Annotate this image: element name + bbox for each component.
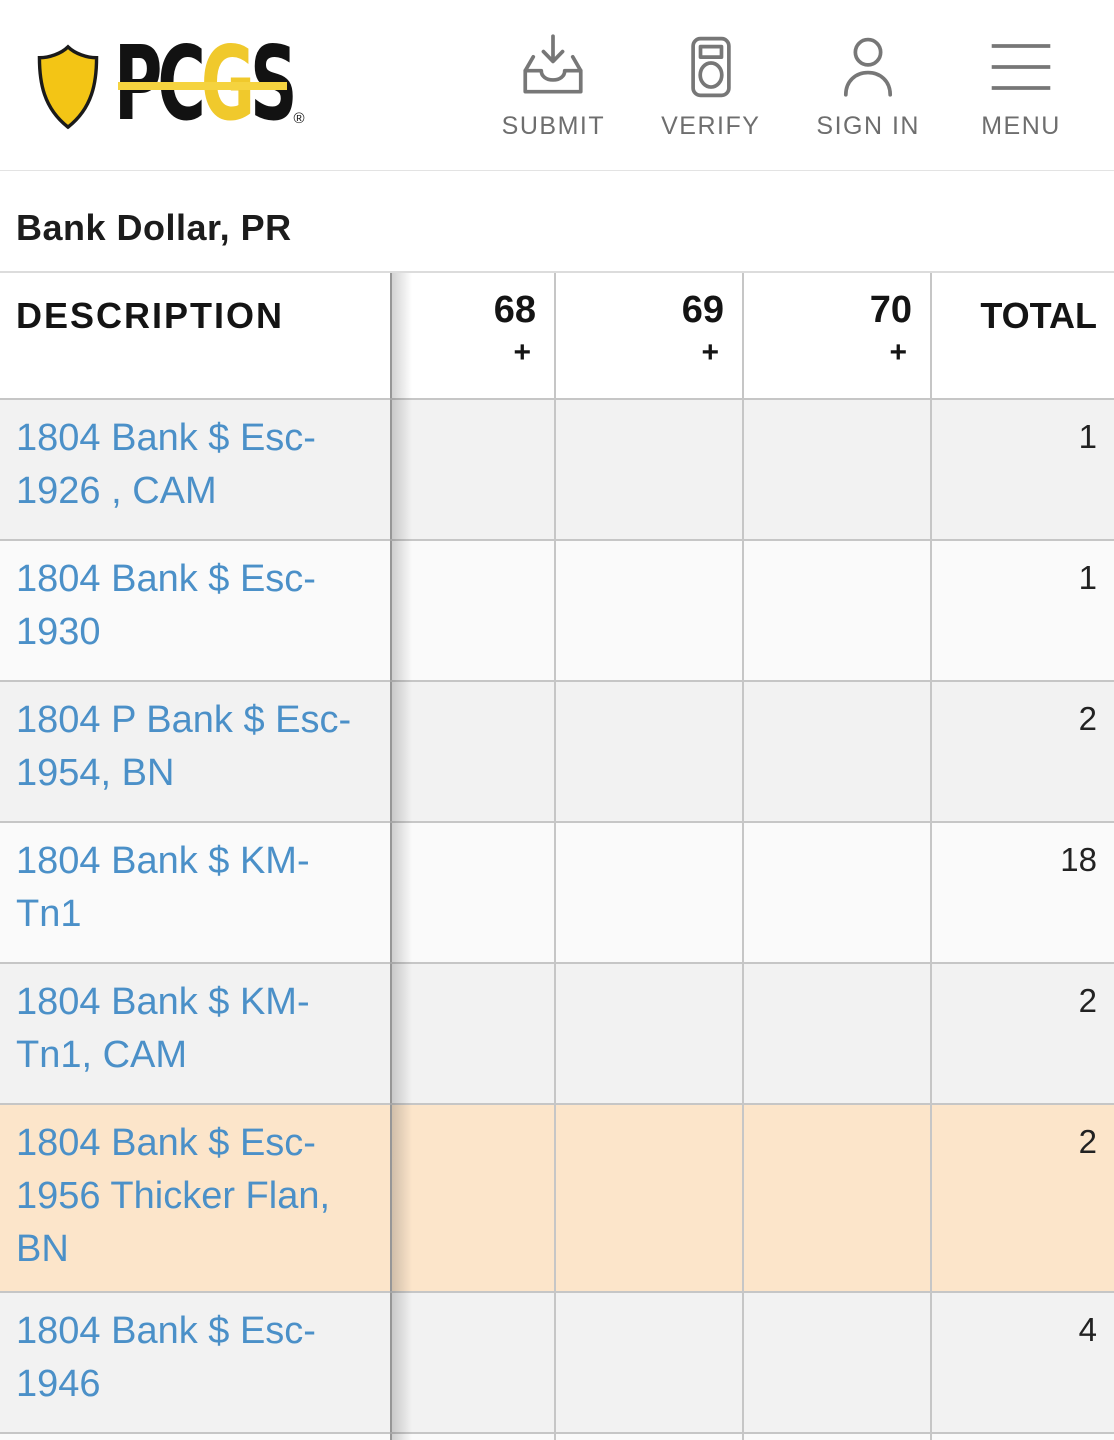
nav-item-sign-in[interactable]: SIGN IN: [816, 30, 920, 141]
grade-70-cell: [742, 1105, 930, 1291]
total-cell: 18: [930, 823, 1114, 962]
plus-grade-indicator: +: [513, 336, 531, 369]
coin-description-link[interactable]: 1804 Bank $ KM-Tn1, CAM: [16, 981, 310, 1076]
grade-69-cell: [554, 1105, 742, 1291]
coin-description-link[interactable]: 1804 Bank $ Esc-1930: [16, 558, 316, 653]
coin-description-link[interactable]: 1804 Bank $ Esc-1946: [16, 1310, 316, 1405]
title-block: Bank Dollar, PR: [0, 171, 1114, 271]
column-header-total: TOTAL: [930, 273, 1114, 398]
grade-68-cell: [390, 541, 554, 680]
grade-69-cell: [554, 964, 742, 1103]
nav-label-menu: MENU: [981, 111, 1061, 140]
table-row: 1804 Bank $ Esc-1946 4: [0, 1291, 1114, 1432]
grade-68-cell: [390, 964, 554, 1103]
table-row: 1804 Bank $ KM-Tn1 18: [0, 821, 1114, 962]
grade-70-cell: [742, 823, 930, 962]
coin-description-link[interactable]: 1804 Bank $ Esc-1926 , CAM: [16, 417, 316, 512]
grade-69-cell: [554, 541, 742, 680]
column-header-grade-70: 70 +: [742, 273, 930, 398]
total-cell: 2: [930, 1105, 1114, 1291]
nav-item-menu[interactable]: MENU: [976, 30, 1066, 141]
user-icon: [831, 30, 905, 104]
grade-69-cell: [554, 1293, 742, 1432]
column-header-grade-68: 68 +: [390, 273, 554, 398]
nav-item-verify[interactable]: VERIFY: [661, 30, 760, 141]
submit-inbox-icon: [516, 30, 590, 104]
grade-69-cell: [554, 400, 742, 539]
grade-68-cell: [390, 1105, 554, 1291]
verify-slab-icon: [674, 30, 748, 104]
plus-grade-indicator: +: [701, 336, 719, 369]
table-row-partial: [0, 1432, 1114, 1440]
grade-70-cell: [742, 541, 930, 680]
total-cell: 2: [930, 682, 1114, 821]
registered-trademark: ®: [293, 110, 305, 127]
nav-label-verify: VERIFY: [661, 111, 761, 140]
coin-description-link[interactable]: 1804 Bank $ KM-Tn1: [16, 840, 310, 935]
coin-description-link[interactable]: 1804 P Bank $ Esc-1954, BN: [16, 699, 352, 794]
grade-70-cell: [742, 1293, 930, 1432]
table-row: 1804 Bank $ KM-Tn1, CAM 2: [0, 962, 1114, 1103]
grade-70-cell: [742, 400, 930, 539]
population-table[interactable]: DESCRIPTION 68 + 69 + 70 + TOTAL 1804 Ba…: [0, 271, 1114, 1440]
nav-label-sign-in: SIGN IN: [816, 111, 920, 140]
table-row: 1804 Bank $ Esc-1926 , CAM 1: [0, 398, 1114, 539]
pcgs-wordmark: PCGS ®: [114, 24, 305, 144]
grade-68-cell: [390, 823, 554, 962]
grade-70-cell: [742, 682, 930, 821]
nav-items: SUBMIT VERIFY SIGN IN: [502, 30, 1066, 141]
total-cell: 4: [930, 1293, 1114, 1432]
grade-68-cell: [390, 1293, 554, 1432]
total-cell: 1: [930, 400, 1114, 539]
pcgs-logo[interactable]: PCGS ®: [34, 24, 305, 144]
grade-68-cell: [390, 400, 554, 539]
grade-70-cell: [742, 964, 930, 1103]
top-navigation-bar: PCGS ® SUBMIT VERI: [0, 0, 1114, 171]
table-row: 1804 Bank $ Esc-1930 1: [0, 539, 1114, 680]
column-header-grade-69: 69 +: [554, 273, 742, 398]
hamburger-menu-icon: [984, 30, 1058, 104]
plus-grade-indicator: +: [889, 336, 907, 369]
page-title: Bank Dollar, PR: [16, 207, 292, 248]
grade-69-cell: [554, 823, 742, 962]
column-header-description: DESCRIPTION: [16, 295, 285, 336]
grade-68-cell: [390, 682, 554, 821]
nav-label-submit: SUBMIT: [501, 111, 606, 140]
total-cell: 1: [930, 541, 1114, 680]
total-cell: 2: [930, 964, 1114, 1103]
logo-yellow-stripe: [118, 82, 287, 90]
grade-69-cell: [554, 682, 742, 821]
table-header-row: DESCRIPTION 68 + 69 + 70 + TOTAL: [0, 273, 1114, 398]
table-row: 1804 P Bank $ Esc-1954, BN 2: [0, 680, 1114, 821]
coin-description-link[interactable]: 1804 Bank $ Esc-1956 Thicker Flan, BN: [16, 1122, 331, 1270]
nav-item-submit[interactable]: SUBMIT: [502, 30, 605, 141]
table-row-highlighted: 1804 Bank $ Esc-1956 Thicker Flan, BN 2: [0, 1103, 1114, 1291]
shield-icon: [37, 44, 99, 130]
